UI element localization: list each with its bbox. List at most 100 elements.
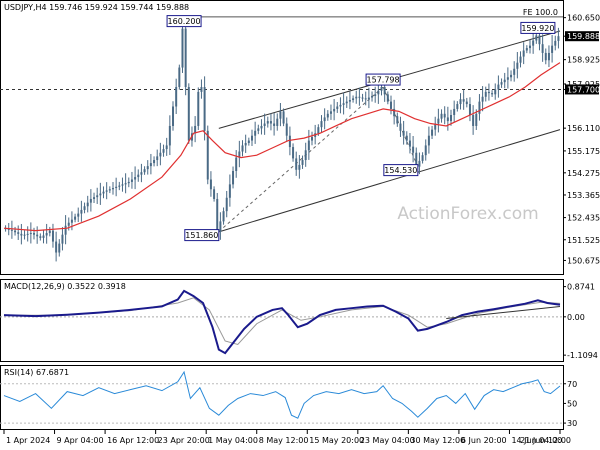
channel-lower-line [218, 129, 561, 233]
swing-label-box [166, 15, 202, 28]
candle-body [77, 213, 80, 217]
candle-body [336, 106, 339, 109]
candle-body [516, 62, 519, 69]
candle-body [67, 222, 70, 226]
time-tick-label: 16 Apr 12:00 [107, 436, 159, 445]
candle-body [399, 123, 402, 131]
macd-tick-label: 0.00 [567, 313, 585, 322]
candle-body [149, 163, 152, 167]
macd-tick-label: 0.8741 [567, 283, 595, 292]
candle-body [544, 52, 547, 61]
candle-body [402, 130, 405, 136]
candle-body [307, 140, 310, 151]
candle-body [377, 90, 380, 95]
candle-body [273, 123, 276, 126]
candle-body [42, 235, 45, 238]
candle-body [443, 113, 446, 118]
candle-body [389, 101, 392, 109]
candle-body [39, 236, 42, 238]
swing-label: 154.530 [384, 166, 417, 175]
macd-panel: MACD(12,26,9) 0.3522 0.3918 0.8741 0.00 -1… [0, 279, 598, 362]
rsi-line [3, 370, 561, 419]
swing-label-box [184, 229, 220, 242]
time-tick-label: 9 Apr 04:00 [57, 436, 104, 445]
candle-body [279, 111, 282, 119]
candle-body [453, 108, 456, 116]
candle-body [219, 221, 222, 232]
candle-body [162, 149, 165, 153]
candle-body [311, 136, 314, 141]
time-tick-label: 30 May 12:00 [410, 436, 465, 445]
fibo-label: FE 100.0 [523, 8, 558, 17]
time-tick-label: 23 May 04:00 [360, 436, 415, 445]
candle-body [396, 116, 399, 124]
candle-body [364, 98, 367, 100]
price-marker-label: 157.700 [567, 85, 600, 94]
candle-body [143, 169, 146, 173]
price-marker [565, 84, 599, 95]
candle-body [184, 28, 187, 88]
candle-body [317, 127, 320, 134]
candle-body [478, 101, 481, 114]
candle-body [421, 155, 424, 161]
time-tick-label: 14 Jun 04:00 [511, 436, 562, 445]
candle-body [345, 101, 348, 104]
candle-body [551, 45, 554, 53]
candle-body [295, 158, 298, 170]
candle-body [323, 117, 326, 122]
candle-body [418, 160, 421, 167]
candle-body [462, 99, 465, 102]
price-axis: 160.650159.888158.925157.925157.700156.1… [563, 14, 600, 265]
candle-body [510, 74, 513, 78]
candle-body [522, 50, 525, 57]
candle-body [320, 121, 323, 128]
candle-body [124, 183, 127, 185]
time-tick-label: 1 Apr 2024 [6, 436, 50, 445]
macd-header: MACD(12,26,9) 0.3522 0.3918 [4, 282, 126, 291]
candle-body [96, 195, 99, 198]
rsi-tick-label: 30 [567, 419, 577, 428]
candle-body [329, 111, 332, 114]
candle-body [26, 233, 29, 235]
candle-body [225, 197, 228, 212]
candle-body [535, 35, 538, 41]
candle-body [102, 191, 105, 194]
candle-body [440, 113, 443, 119]
price-tick-label: 152.435 [567, 214, 600, 223]
candle-body [58, 243, 61, 253]
candle-body [468, 104, 471, 116]
candle-body [93, 197, 96, 199]
candle-body [197, 91, 200, 126]
candle-body [465, 101, 468, 105]
candle-body [70, 219, 73, 223]
candle-body [263, 123, 266, 126]
swing-label-box [520, 21, 556, 34]
candle-body [301, 160, 304, 165]
candle-body [491, 93, 494, 95]
candle-body [475, 113, 478, 126]
candle-body [36, 234, 39, 237]
candle-body [472, 115, 475, 126]
price-tick-label: 153.365 [567, 191, 600, 200]
candle-body [168, 125, 171, 146]
candle-body [266, 121, 269, 124]
candle-body [446, 117, 449, 122]
price-plot-area: FE 100.0 160.200 151.860 157.798 154.530 159.… [0, 8, 563, 262]
swing-label-box [383, 164, 419, 177]
candle-body [222, 211, 225, 222]
candle-body [241, 145, 244, 152]
candle-body [342, 103, 345, 105]
price-tick-label: 158.925 [567, 56, 600, 65]
candle-body [200, 87, 203, 92]
macd-plot-area [0, 289, 563, 355]
swing-link-0 [218, 86, 384, 232]
candle-body [405, 135, 408, 141]
candle-body [481, 96, 484, 102]
candle-body [105, 190, 108, 192]
candle-body [232, 170, 235, 185]
swing-label: 151.860 [185, 231, 218, 240]
candle-body [383, 87, 386, 95]
watermark: ActionForex.com [397, 204, 538, 224]
rsi-tick-label: 50 [567, 399, 577, 408]
